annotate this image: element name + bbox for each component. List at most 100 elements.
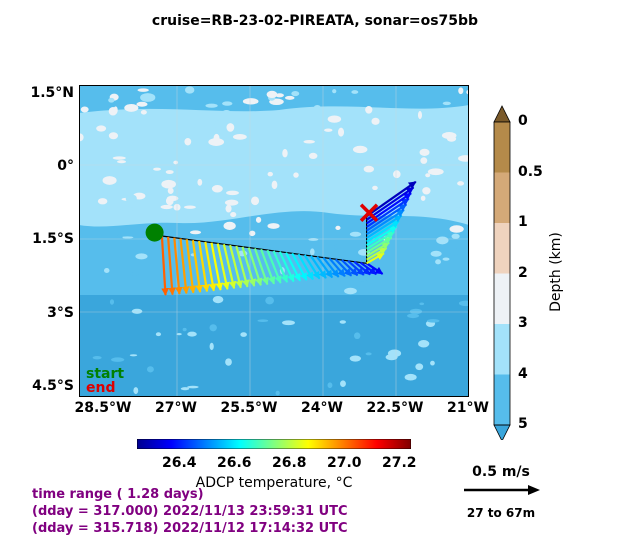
seamount-patch [92,355,102,360]
lat-tick-2: 0° [57,158,74,174]
seamount-patch [103,267,110,274]
lat-tick-3: 1.5°S [32,231,74,247]
end-marker-stroke [359,203,379,223]
seamount-patch [363,165,375,173]
lon-tick-4: 24°W [301,400,343,416]
seamount-patch [146,366,154,373]
velocity-vector [366,247,388,261]
seamount-patch [223,221,236,230]
velocity-vector [179,238,190,295]
velocity-vector [366,252,385,265]
seamount-patch [419,148,430,156]
seamount-patch [338,127,345,137]
seamount-patch [436,236,449,245]
seamount-patch [324,128,333,132]
depth-tick-4: 3 [518,315,528,331]
seamount-patch [266,155,272,163]
seamount-patch [352,145,368,154]
seamount-patch [401,155,411,160]
seamount-patch [113,106,118,114]
seamount-patch [209,324,217,332]
end-marker [359,203,379,223]
seamount-patch [308,238,319,241]
seamount-patch [161,179,176,189]
temp-tick-1: 26.4 [162,455,197,471]
seamount-patch [140,93,156,102]
seamount-patch [79,133,84,142]
seamount-patch [129,354,138,357]
seamount-patch [80,166,95,175]
seamount-patch [344,287,357,295]
seamount-patch [165,212,172,217]
seamount-patch [224,199,239,206]
seamount-patch [189,230,202,235]
seamount-patch [226,190,239,196]
depth-colorbar [493,105,511,440]
velocity-vector [291,252,308,281]
seamount-patch [267,223,280,229]
depth-colorbar-extend-top [493,105,511,123]
seamount-patch [372,185,378,191]
seamount-patch [208,138,225,146]
seamount-patch [124,103,139,112]
velocity-vector [222,244,237,290]
seamount-patch [365,352,372,356]
seamount-patch [275,390,280,396]
seamount-patch [354,332,361,340]
seamount-patch [194,123,205,130]
seamount-patch [404,373,417,381]
depth-colorbar-segment [494,122,510,173]
seamount-patch [197,178,203,186]
seamount-patch [415,363,424,371]
seamount-patch [458,300,469,307]
velocity-vector [365,262,384,275]
velocity-vector [366,214,403,239]
seamount-patch [427,168,444,176]
seamount-patch [327,115,342,123]
velocity-vector [160,235,169,296]
seamount-patch [80,106,89,113]
seamount-patch [136,101,148,107]
seamount-patch [112,156,126,160]
seamount-patch [458,155,469,162]
velocity-vector [167,236,176,296]
reference-depth-range: 27 to 67m [466,506,536,520]
temp-colorbar-label: ADCP temperature, °C [195,475,353,491]
seamount-patch [131,308,143,314]
seamount-patch [226,123,235,132]
seamount-patch [313,104,321,111]
velocity-vector [247,247,263,287]
seamount-patch [180,387,190,391]
seamount-patch [282,320,295,326]
seamount-patch [249,230,256,237]
seamount-patch [155,332,162,337]
lat-tick-5: 4.5°S [32,378,74,394]
velocity-vector [328,257,346,278]
depth-colorbar-segment [494,172,510,223]
seamount-patch [339,320,346,324]
seamount-patches [79,86,469,396]
seamount-patch [417,111,422,120]
seamount-patch [407,313,420,319]
seamount-patch [111,357,125,362]
depth-colorbar-segment [494,324,510,375]
seamount-patch [130,272,140,276]
depth-tick-0: 0 [518,113,528,129]
plot-title: cruise=RB-23-02-PIREATA, sonar=os75bb [151,13,479,29]
velocity-vector [365,186,415,221]
seamount-patch [117,160,127,164]
seamount-patch [167,187,174,194]
velocity-vector [204,241,217,292]
depth-colorbar-segment [494,273,510,324]
seamount-patch [143,187,152,195]
seamount-patch [335,225,341,230]
velocity-vector [303,254,321,280]
seamount-patch [211,184,223,193]
depth-colorbar-segment [494,223,510,274]
seamount-patch [351,90,359,94]
temp-tick-2: 26.6 [217,455,252,471]
seamount-patch [265,296,274,305]
seamount-patch [282,149,288,158]
seamount-patch [183,205,196,209]
seamount-patch [165,170,174,175]
